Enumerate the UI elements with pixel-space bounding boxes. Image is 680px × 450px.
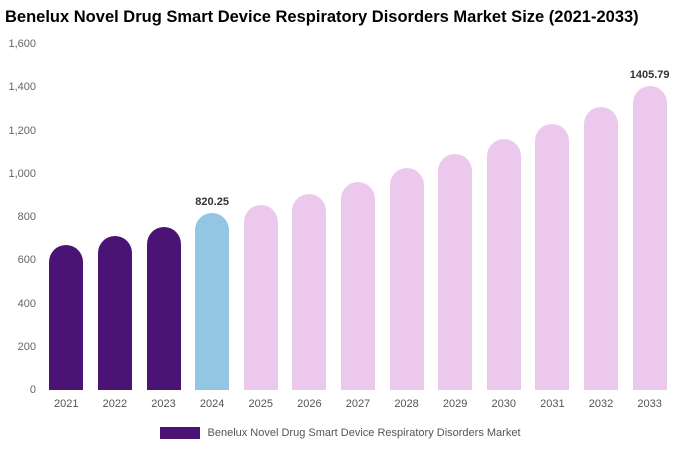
- x-tick-label: 2028: [394, 398, 419, 410]
- x-tick-label: 2029: [442, 398, 468, 410]
- bar-column: [528, 44, 576, 390]
- bar-2033[interactable]: [632, 86, 667, 390]
- plot-area: 0 200 400 600 800 1,000 1,200 1,400 1,600 820.25…: [0, 38, 680, 396]
- x-tick-label: 2026: [297, 398, 322, 410]
- legend-label: Benelux Novel Drug Smart Device Respirat…: [207, 427, 521, 439]
- bar-2030[interactable]: [486, 139, 521, 390]
- bar-2021[interactable]: [49, 245, 84, 390]
- x-tick-label: 2031: [540, 398, 565, 410]
- bar-2027[interactable]: [340, 182, 375, 390]
- bar-2024[interactable]: [195, 212, 230, 390]
- bar-2023[interactable]: [146, 226, 181, 390]
- bars-region: 820.25 1405.79: [42, 44, 674, 390]
- bar-column: [480, 44, 528, 390]
- x-tick-label: 2021: [54, 398, 79, 410]
- bar-column: [91, 44, 139, 390]
- y-tick-label: 600: [17, 254, 36, 267]
- x-tick-label: 2027: [345, 398, 371, 410]
- y-tick-label: 800: [17, 211, 36, 223]
- x-axis: 2021 2022 2023 2024 2025 2026 2027 2028 2029 2030…: [42, 398, 674, 410]
- x-tick-label: 2022: [102, 398, 128, 410]
- bar-2028[interactable]: [389, 168, 424, 390]
- bar-column: [577, 44, 625, 390]
- x-tick-label: 2023: [151, 398, 176, 410]
- bar-2025[interactable]: [243, 205, 278, 390]
- legend-swatch-icon: [159, 427, 200, 439]
- x-tick-label: 2032: [588, 398, 614, 410]
- x-tick-label: 2025: [248, 398, 273, 410]
- y-tick-label: 1,000: [8, 167, 36, 180]
- y-axis: 0 200 400 600 800 1,000 1,200 1,400 1,600: [0, 38, 36, 396]
- bar-2026[interactable]: [292, 194, 327, 390]
- bar-column: 1405.79: [626, 44, 674, 390]
- legend[interactable]: Benelux Novel Drug Smart Device Respirat…: [0, 427, 680, 439]
- y-tick-label: 1,600: [8, 38, 36, 50]
- y-tick-label: 1,400: [8, 81, 36, 94]
- bar-column: [285, 44, 333, 390]
- y-tick-label: 1,200: [8, 124, 36, 137]
- bar-column: [140, 44, 188, 390]
- chart-title: Benelux Novel Drug Smart Device Respirat…: [5, 8, 639, 26]
- y-tick-label: 200: [17, 340, 36, 353]
- x-tick-label: 2024: [199, 398, 225, 410]
- x-tick-label: 2033: [637, 398, 662, 410]
- x-tick-label: 2030: [491, 398, 517, 410]
- bar-2032[interactable]: [584, 106, 618, 390]
- bar-2029[interactable]: [438, 154, 473, 390]
- bar-value-label: 820.25: [195, 195, 229, 208]
- bar-column: [237, 44, 285, 390]
- bar-column: 820.25: [188, 44, 236, 390]
- bar-column: [334, 44, 382, 390]
- bar-value-label: 1405.79: [629, 69, 670, 81]
- bar-2022[interactable]: [97, 236, 132, 390]
- bar-column: [383, 44, 431, 390]
- bar-2031[interactable]: [535, 124, 570, 390]
- bar-column: [431, 44, 479, 390]
- y-tick-label: 0: [29, 384, 36, 396]
- y-tick-label: 400: [17, 297, 36, 310]
- bar-column: [42, 44, 90, 390]
